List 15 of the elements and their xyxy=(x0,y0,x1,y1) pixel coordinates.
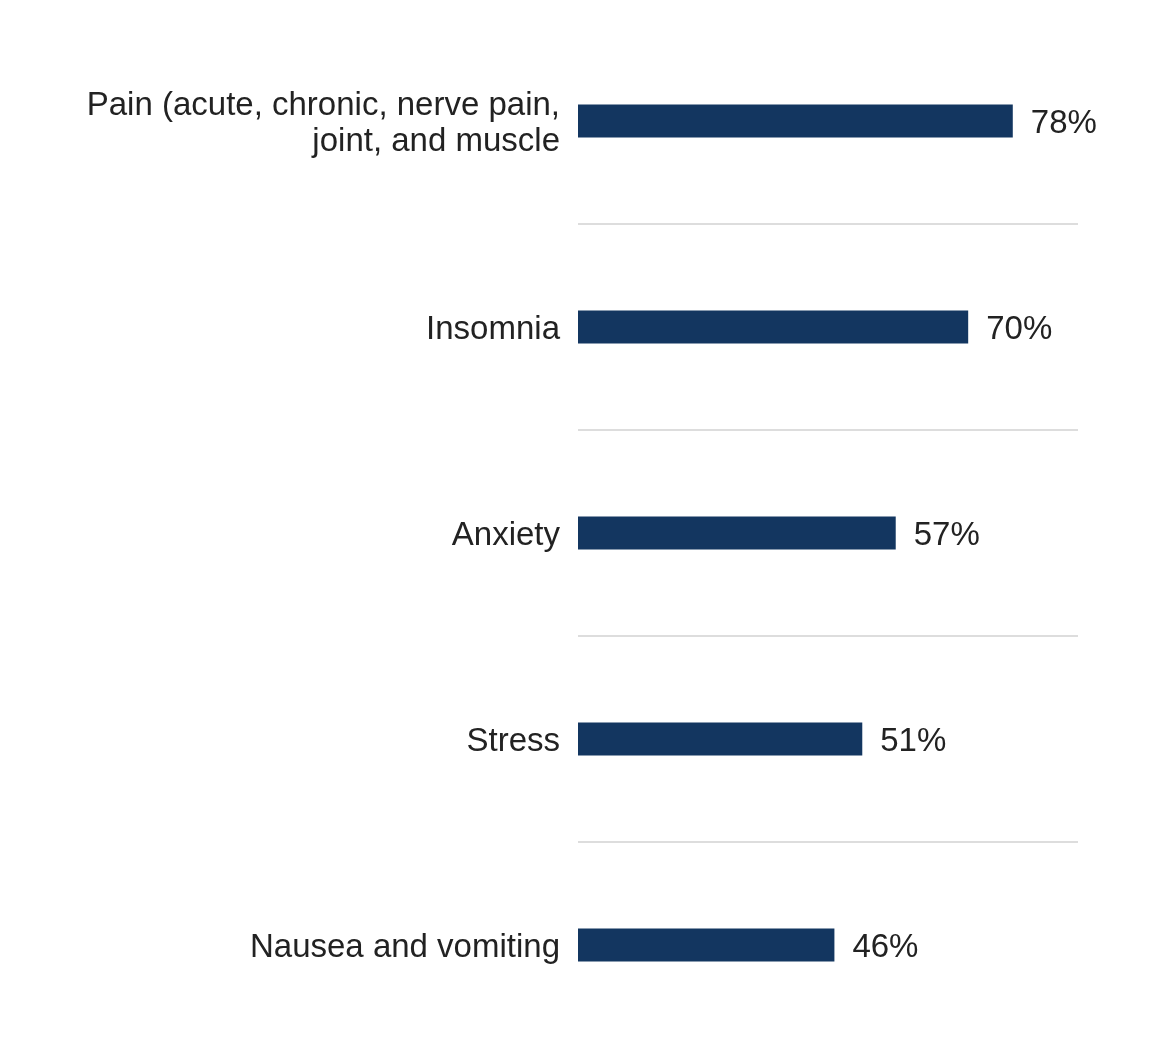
y-tick-label: Nausea and vomiting xyxy=(249,926,560,964)
data-label: 51% xyxy=(880,720,947,758)
y-tick-label: Anxiety xyxy=(451,514,561,552)
y-tick-label: Pain (acute, chronic, nerve pain, joint, and muscle xyxy=(86,84,560,158)
data-label: 70% xyxy=(986,308,1053,346)
y-tick-label: Stress xyxy=(466,720,560,758)
y-tick-label: Insomnia xyxy=(426,308,561,346)
data-label: 78% xyxy=(1030,102,1097,140)
bar xyxy=(578,722,863,756)
bar xyxy=(578,310,969,344)
data-label: 46% xyxy=(852,926,919,964)
bar xyxy=(578,928,835,962)
bar xyxy=(578,104,1013,138)
data-label: 57% xyxy=(913,514,980,552)
bar xyxy=(578,516,896,550)
